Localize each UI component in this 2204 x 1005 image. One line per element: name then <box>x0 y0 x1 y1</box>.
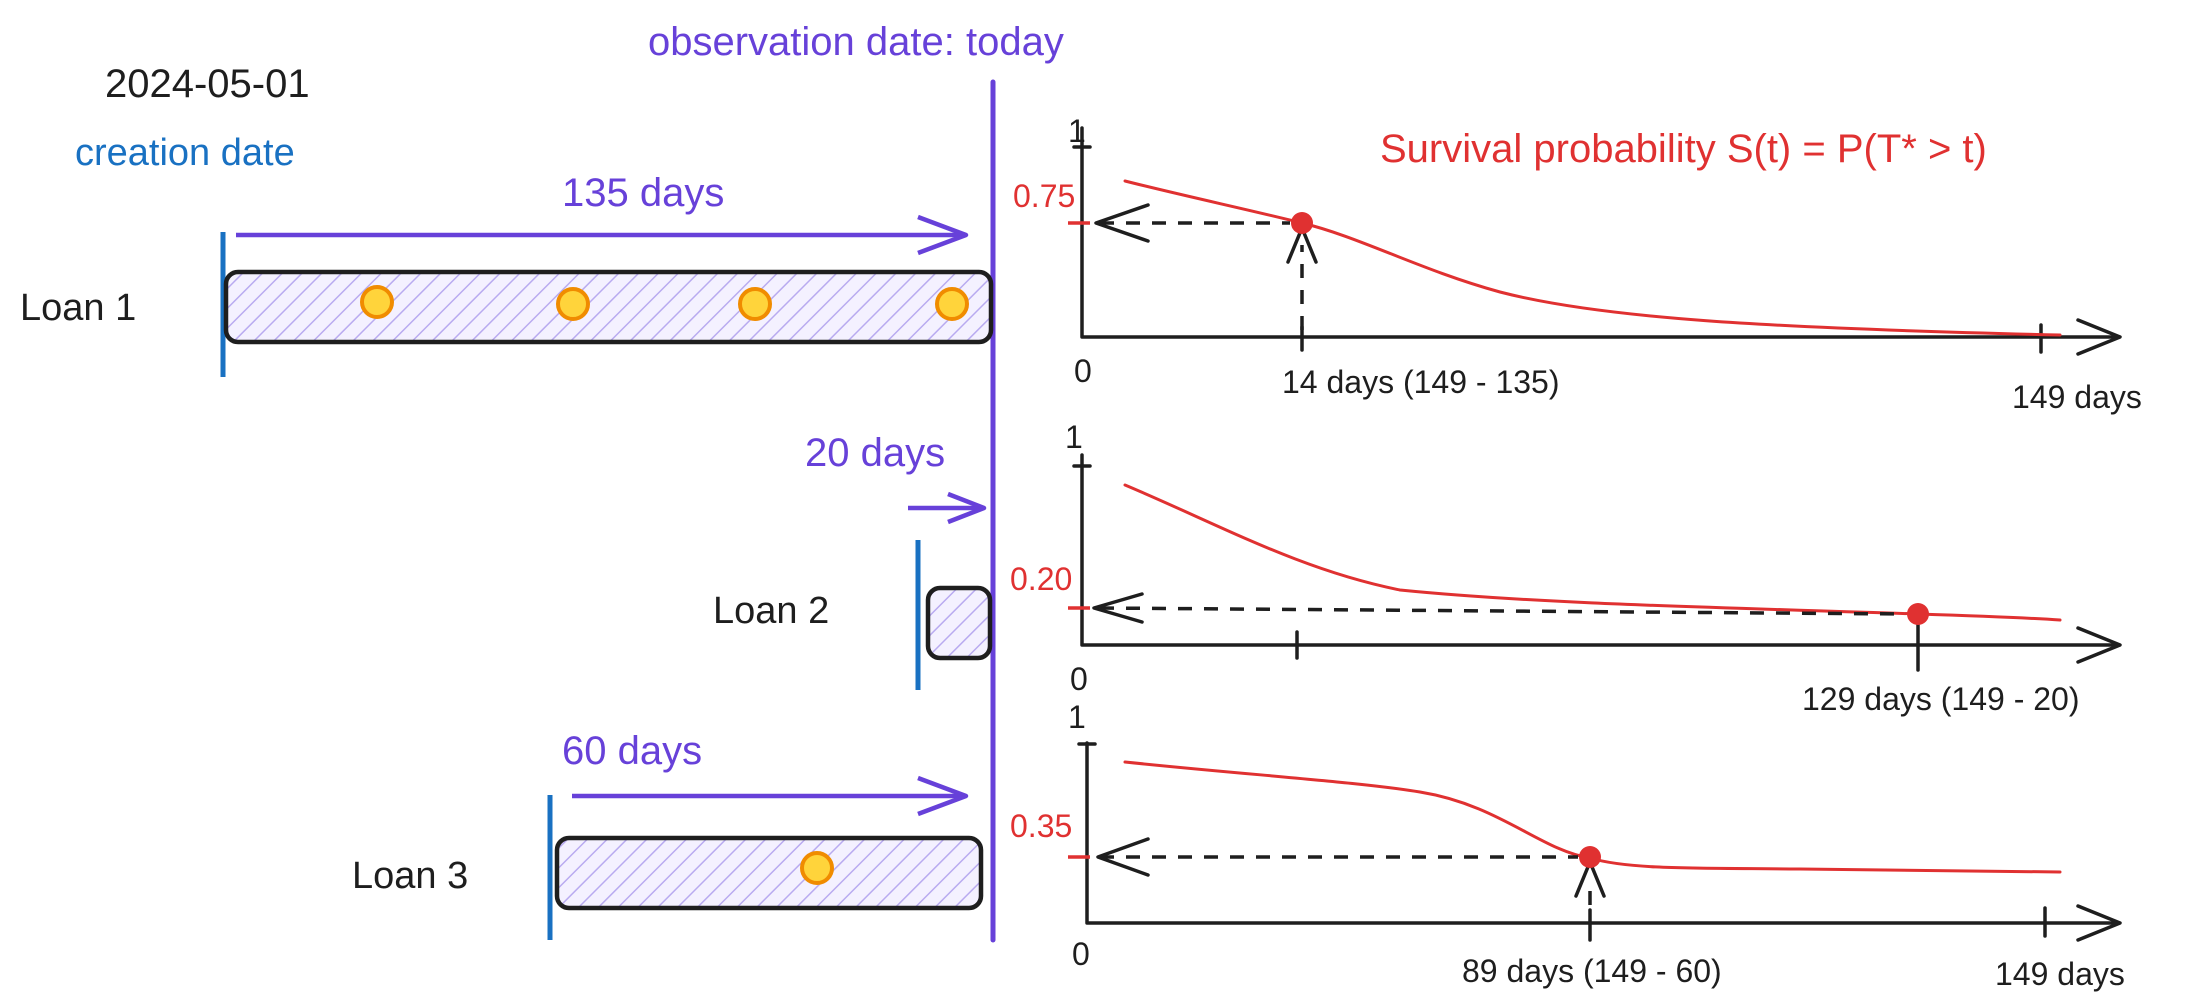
chart-3-end-label: 149 days <box>1995 956 2125 992</box>
loan-2-label: Loan 2 <box>713 590 829 632</box>
chart-3-y-top-label: 1 <box>1068 699 1086 735</box>
creation-date-label: creation date <box>75 132 295 174</box>
chart-3-survival-point <box>1579 846 1601 868</box>
arrow-left-icon <box>1092 592 1144 624</box>
chart-3-axes <box>1085 741 2120 925</box>
survival-chart-loan-3: 1 0 0.35 89 days (149 - 60) 149 days <box>1010 699 2125 992</box>
chart-1-end-label: 149 days <box>2012 379 2142 415</box>
observation-date-label: observation date: today <box>648 20 1064 64</box>
chart-1-y-top-label: 1 <box>1068 113 1086 149</box>
arrow-right-icon <box>2076 318 2122 356</box>
loan-2-lifetime-bar <box>925 585 993 661</box>
event-dot-icon <box>360 285 394 319</box>
chart-2-survival-curve <box>1123 483 2062 622</box>
chart-2-s-value-label: 0.20 <box>1010 561 1072 597</box>
loan-3-lifetime-bar <box>554 835 984 911</box>
arrow-right-icon <box>2076 904 2122 942</box>
loan-1-label: Loan 1 <box>20 287 136 329</box>
loan-3-timeline: Loan 3 60 days <box>352 729 984 940</box>
survival-title: Survival probability S(t) = P(T* > t) <box>1380 127 1987 171</box>
arrow-right-icon <box>236 214 969 256</box>
chart-2-y-top-label: 1 <box>1065 419 1083 455</box>
chart-2-survival-point <box>1907 603 1929 625</box>
chart-2-origin-label: 0 <box>1070 661 1088 697</box>
chart-3-t-label: 89 days (149 - 60) <box>1462 953 1722 989</box>
loan-1-timeline: Loan 1 135 days <box>20 171 994 377</box>
survival-chart-loan-1: 1 0 0.75 14 days (149 - 135) 149 days <box>1013 113 2142 415</box>
arrow-left-icon <box>1094 203 1150 243</box>
arrow-left-icon <box>1096 837 1150 877</box>
loan-3-duration-label: 60 days <box>562 729 702 773</box>
chart-1-t-label: 14 days (149 - 135) <box>1282 364 1560 400</box>
reference-date: 2024-05-01 <box>105 62 310 106</box>
chart-2-t-label: 129 days (149 - 20) <box>1802 681 2080 717</box>
loan-3-label: Loan 3 <box>352 855 468 897</box>
event-dot-icon <box>935 287 969 321</box>
survival-chart-loan-2: 1 0 0.20 129 days (149 - 20) <box>1010 419 2122 717</box>
arrow-right-icon <box>908 491 987 525</box>
loan-1-duration-label: 135 days <box>562 171 724 215</box>
event-dot-icon <box>556 287 590 321</box>
arrow-right-icon <box>2076 626 2122 664</box>
chart-3-s-value-label: 0.35 <box>1010 808 1072 844</box>
chart-2-axes <box>1080 453 2120 647</box>
arrow-right-icon <box>572 775 969 817</box>
chart-1-axes <box>1080 126 2120 339</box>
chart-1-s-value-label: 0.75 <box>1013 178 1075 214</box>
chart-2-dashed-horizontal <box>1099 606 1907 616</box>
chart-3-origin-label: 0 <box>1072 936 1090 972</box>
chart-1-survival-point <box>1291 212 1313 234</box>
chart-1-survival-curve <box>1123 179 2062 337</box>
loan-1-lifetime-bar <box>223 269 994 345</box>
loan-2-timeline: Loan 2 20 days <box>713 431 993 690</box>
event-dot-icon <box>800 851 834 885</box>
loan-2-duration-label: 20 days <box>805 431 945 475</box>
event-dot-icon <box>738 287 772 321</box>
chart-1-origin-label: 0 <box>1074 353 1092 389</box>
